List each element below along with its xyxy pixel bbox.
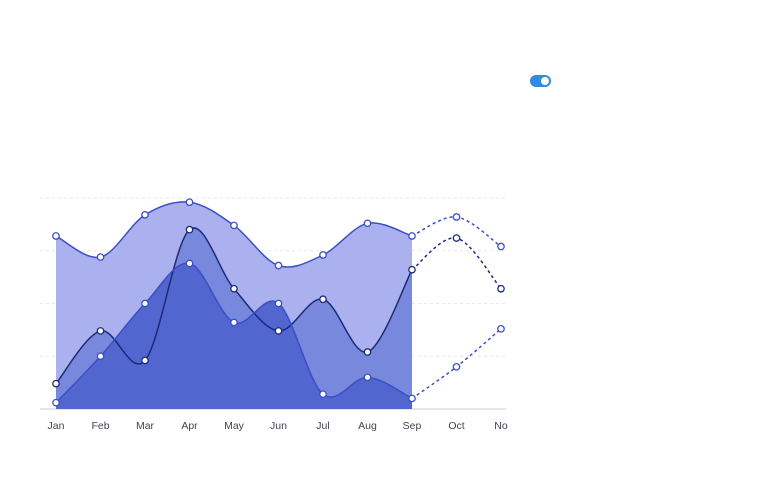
area-series [56,201,412,409]
data-point-0-9[interactable] [452,213,461,221]
x-axis: Jan Feb Mar Apr May Jun Jul Aug Sep Oct No [48,420,508,432]
x-tick-label-1: Feb [91,420,109,432]
data-point-2-8[interactable] [408,394,416,403]
data-point-1-7[interactable] [363,348,372,356]
data-point-0-4[interactable] [230,221,238,230]
data-point-2-2[interactable] [141,299,149,308]
x-tick-label-4: May [224,420,245,432]
data-point-0-3[interactable] [185,198,194,207]
data-point-1-1[interactable] [96,327,105,335]
data-point-1-3[interactable] [185,225,194,234]
series-forecast-line-0 [411,216,502,248]
data-point-2-10[interactable] [497,324,505,333]
toggle-switch[interactable] [530,75,551,87]
data-point-2-4[interactable] [230,318,238,327]
series-line-1 [55,227,413,385]
data-points [52,198,505,407]
data-point-2-0[interactable] [52,398,60,407]
data-point-1-8[interactable] [408,265,416,274]
x-tick-label-5: Jun [270,420,287,432]
series-forecast-line-1 [411,237,502,290]
x-tick-label-7: Aug [358,420,377,432]
toggle-knob [541,77,549,85]
x-tick-label-2: Mar [136,420,155,432]
data-point-1-0[interactable] [52,379,60,388]
data-point-0-1[interactable] [96,253,105,261]
data-point-0-7[interactable] [363,219,372,228]
data-point-0-2[interactable] [141,211,149,219]
data-point-1-5[interactable] [274,327,283,335]
data-point-2-1[interactable] [96,352,105,361]
data-point-2-7[interactable] [363,373,372,382]
data-point-0-5[interactable] [274,261,283,270]
data-point-2-6[interactable] [319,390,327,399]
data-point-1-4[interactable] [230,284,238,293]
data-point-1-6[interactable] [319,295,327,304]
data-point-1-10[interactable] [497,284,505,293]
data-point-0-0[interactable] [52,232,60,240]
series-area-2 [56,263,412,409]
x-tick-label-10: No [494,420,508,432]
data-point-0-6[interactable] [319,251,327,259]
x-tick-label-6: Jul [316,420,329,432]
x-tick-label-3: Apr [181,420,198,432]
data-point-0-8[interactable] [408,232,416,240]
data-point-0-10[interactable] [497,242,505,251]
data-point-2-3[interactable] [185,259,194,268]
x-tick-label-9: Oct [448,420,464,432]
x-tick-label-8: Sep [403,420,422,432]
data-point-2-5[interactable] [274,299,283,308]
x-tick-label-0: Jan [48,420,65,432]
data-point-1-2[interactable] [141,356,149,365]
data-point-2-9[interactable] [452,362,461,371]
data-point-1-9[interactable] [452,234,461,242]
